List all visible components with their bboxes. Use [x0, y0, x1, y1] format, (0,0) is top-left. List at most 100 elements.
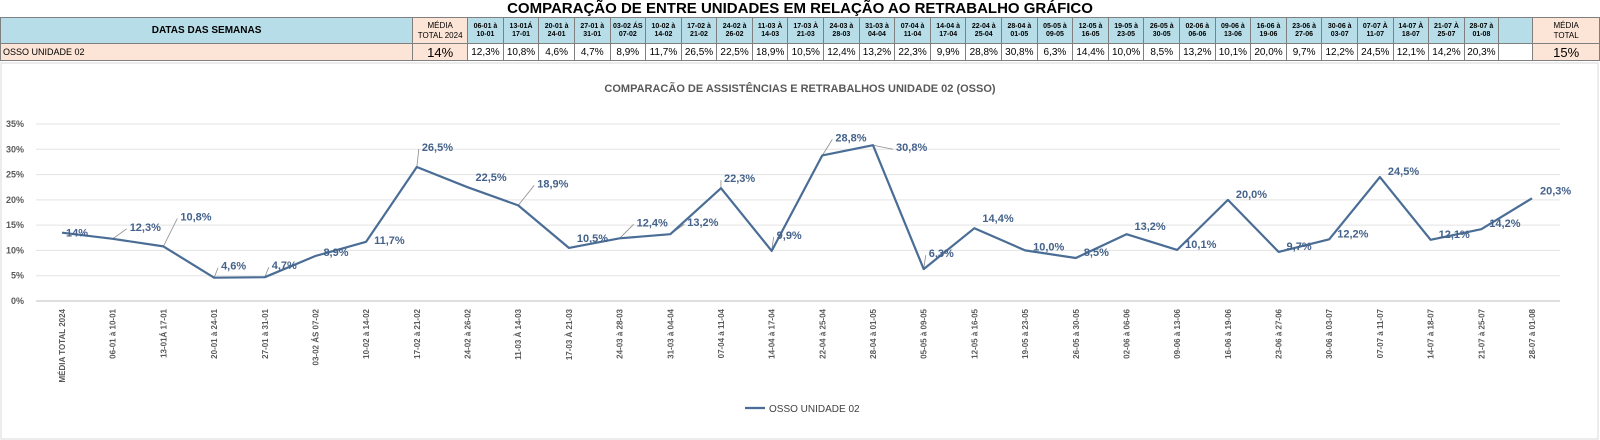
week-value-cell-text: 13,2%: [1183, 46, 1212, 58]
data-label: 14%: [66, 228, 88, 240]
leader-line: [822, 139, 833, 156]
data-label: 13,2%: [1134, 221, 1165, 233]
data-label: 10,5%: [577, 233, 608, 245]
week-value-cell-text: 9,9%: [936, 46, 960, 58]
data-label: 9,7%: [1287, 241, 1312, 253]
y-tick-label: 35%: [6, 119, 24, 129]
week-value-cell-text: 20,3%: [1467, 46, 1496, 58]
week-value-cell-text: 26,5%: [684, 46, 714, 58]
week-value-cell: 12,1%: [1392, 43, 1430, 61]
week-header-cell-text: 05-05 à 09-05: [1043, 22, 1067, 38]
x-tick-label: 03-02 ÁS 07-02: [311, 308, 320, 365]
week-value-cell-text: 13,2%: [862, 46, 892, 58]
x-tick-label: 13-01Á 17-01: [159, 308, 168, 357]
data-label: 10,0%: [1033, 241, 1064, 253]
blank-value-cell: [1498, 43, 1534, 61]
y-tick-label: 15%: [6, 220, 24, 230]
data-label: 26,5%: [422, 142, 453, 154]
week-value-cell-text: 14,4%: [1076, 46, 1105, 58]
week-header-cell: 11-03 À 14-03: [751, 17, 789, 44]
week-header-cell-text: 28-04 à 01-05: [1007, 22, 1032, 38]
x-tick-label: 24-02 à 26-02: [464, 308, 473, 358]
week-header-cell: 14-07 À 18-07: [1392, 17, 1430, 44]
row-header-cell: DATAS DAS SEMANAS: [0, 17, 414, 44]
x-tick-label: MÉDIA TOTAL 2024: [58, 308, 67, 382]
data-label: 12,2%: [1337, 228, 1368, 240]
x-tick-label: 16-06 à 19-06: [1224, 308, 1233, 358]
leader-line: [619, 224, 634, 239]
week-value-cell-text: 8,5%: [1150, 46, 1174, 58]
data-label: 20,3%: [1540, 185, 1571, 197]
week-header-cell: 14-04 à 17-04: [929, 17, 967, 44]
week-header-cell-text: 28-07 à 01-08: [1469, 22, 1494, 38]
week-header-cell: 05-05 à 09-05: [1036, 17, 1074, 44]
data-label: 9,9%: [777, 230, 802, 242]
week-header-cell-text: 30-06 à 03-07: [1327, 22, 1352, 38]
x-tick-label: 17-02 à 21-02: [413, 308, 422, 358]
x-tick-label: 24-03 à 28-03: [616, 308, 625, 358]
x-tick-label: 11-03 À 14-03: [514, 308, 523, 359]
data-labels: 14% 12,3% 10,8% 4,6% 4,7% 8,9% 11,7% 26,5% 22,5%…: [66, 132, 1571, 272]
week-value-cell: 26,5%: [680, 43, 718, 61]
week-header-cell-text: 31-03 à 04-04: [865, 22, 889, 38]
week-header-cell: 10-02 à 14-02: [645, 17, 682, 44]
week-header-cell-text: 24-03 à 28-03: [829, 22, 854, 38]
week-value-cell: 8,5%: [1143, 43, 1181, 61]
week-value-cell: 9,9%: [929, 43, 967, 61]
week-value-cell: 13,2%: [1179, 43, 1216, 61]
week-value-cell-text: 10,8%: [506, 46, 536, 58]
x-tick-label: 28-07 à 01-08: [1528, 308, 1537, 358]
week-value-cell: 11,7%: [645, 43, 682, 61]
week-header-cell-text: 27-01 à 31-01: [580, 22, 605, 38]
week-header-cell-text: 22-04 à 25-04: [971, 22, 996, 38]
week-header-cell-text: 14-07 À 18-07: [1398, 22, 1424, 38]
week-value-cell-text: 24,5%: [1361, 46, 1390, 58]
week-header-cell-text: 07-07 À 11-07: [1362, 22, 1388, 38]
week-value-cell: 22,5%: [716, 43, 753, 61]
x-tick-label: 09-06 à 13-06: [1173, 308, 1182, 358]
x-tick-label: 30-06 à 03-07: [1325, 308, 1334, 358]
data-label: 12,4%: [637, 217, 668, 229]
week-value-cell-text: 20,0%: [1254, 46, 1283, 58]
data-label: 11,7%: [374, 235, 405, 247]
week-value-cell-text: 22,3%: [898, 46, 927, 58]
week-header-cell: 17-02 à 21-02: [680, 17, 718, 44]
week-value-cell: 4,6%: [538, 43, 575, 61]
week-value-cell-text: 11,7%: [649, 46, 678, 58]
value-row: OSSO UNIDADE 02 14% 12,3% 10,8% 4,6% 4,7% 8,9%…: [0, 43, 1600, 61]
legend-label: OSSO UNIDADE 02: [769, 404, 860, 415]
week-value-cell: 20,3%: [1463, 43, 1500, 61]
series-line-osso-unidade-02: [61, 144, 1533, 279]
week-value-cell: 18,9%: [751, 43, 789, 61]
data-label: 13,2%: [687, 217, 718, 229]
blank-header-cell: [1498, 17, 1534, 44]
row-header-cell-text: DATAS DAS SEMANAS: [151, 24, 262, 36]
data-label: 4,6%: [221, 261, 246, 273]
week-value-cell-text: 30,8%: [1005, 46, 1034, 58]
leader-line: [517, 185, 535, 206]
data-label: 22,5%: [476, 172, 507, 184]
line-chart: COMPARACÃO DE ASSISTÊNCIAS E RETRABALHOS…: [0, 62, 1599, 440]
week-value-cell: 10,8%: [502, 43, 540, 61]
media-total-header-text: MÉDIA TOTAL: [1553, 20, 1579, 40]
week-header-cell: 07-04 à 11-04: [894, 17, 931, 44]
leader-line: [872, 144, 894, 150]
week-header-cell-text: 17-02 à 21-02: [687, 22, 711, 38]
data-label: 8,5%: [1084, 247, 1109, 259]
data-label: 6,3%: [929, 248, 954, 260]
week-header-cell-text: 13-01Á 17-01: [509, 22, 533, 38]
label-leader-lines: [112, 139, 927, 278]
week-header-cell: 09-06 à 13-06: [1214, 17, 1252, 44]
chart-area: [0, 62, 1599, 440]
media-total-2024-header-text: MÉDIA TOTAL 2024: [417, 20, 463, 40]
week-value-cell-text: 8,9%: [616, 46, 640, 58]
week-header-cell: 30-06 à 03-07: [1321, 17, 1358, 44]
week-header-cell: 07-07 À 11-07: [1356, 17, 1394, 44]
week-header-cell: 24-03 à 28-03: [823, 17, 860, 44]
week-header-cell-text: 03-02 ÁS 07-02: [613, 22, 643, 38]
week-header-cell-text: 11-03 À 14-03: [757, 22, 783, 38]
x-tick-label: 07-04 à 11-04: [717, 308, 726, 358]
week-value-cell-text: 12,2%: [1325, 46, 1354, 58]
data-label: 30,8%: [896, 142, 927, 154]
x-tick-label: 07-07 à 11-07: [1376, 308, 1385, 358]
